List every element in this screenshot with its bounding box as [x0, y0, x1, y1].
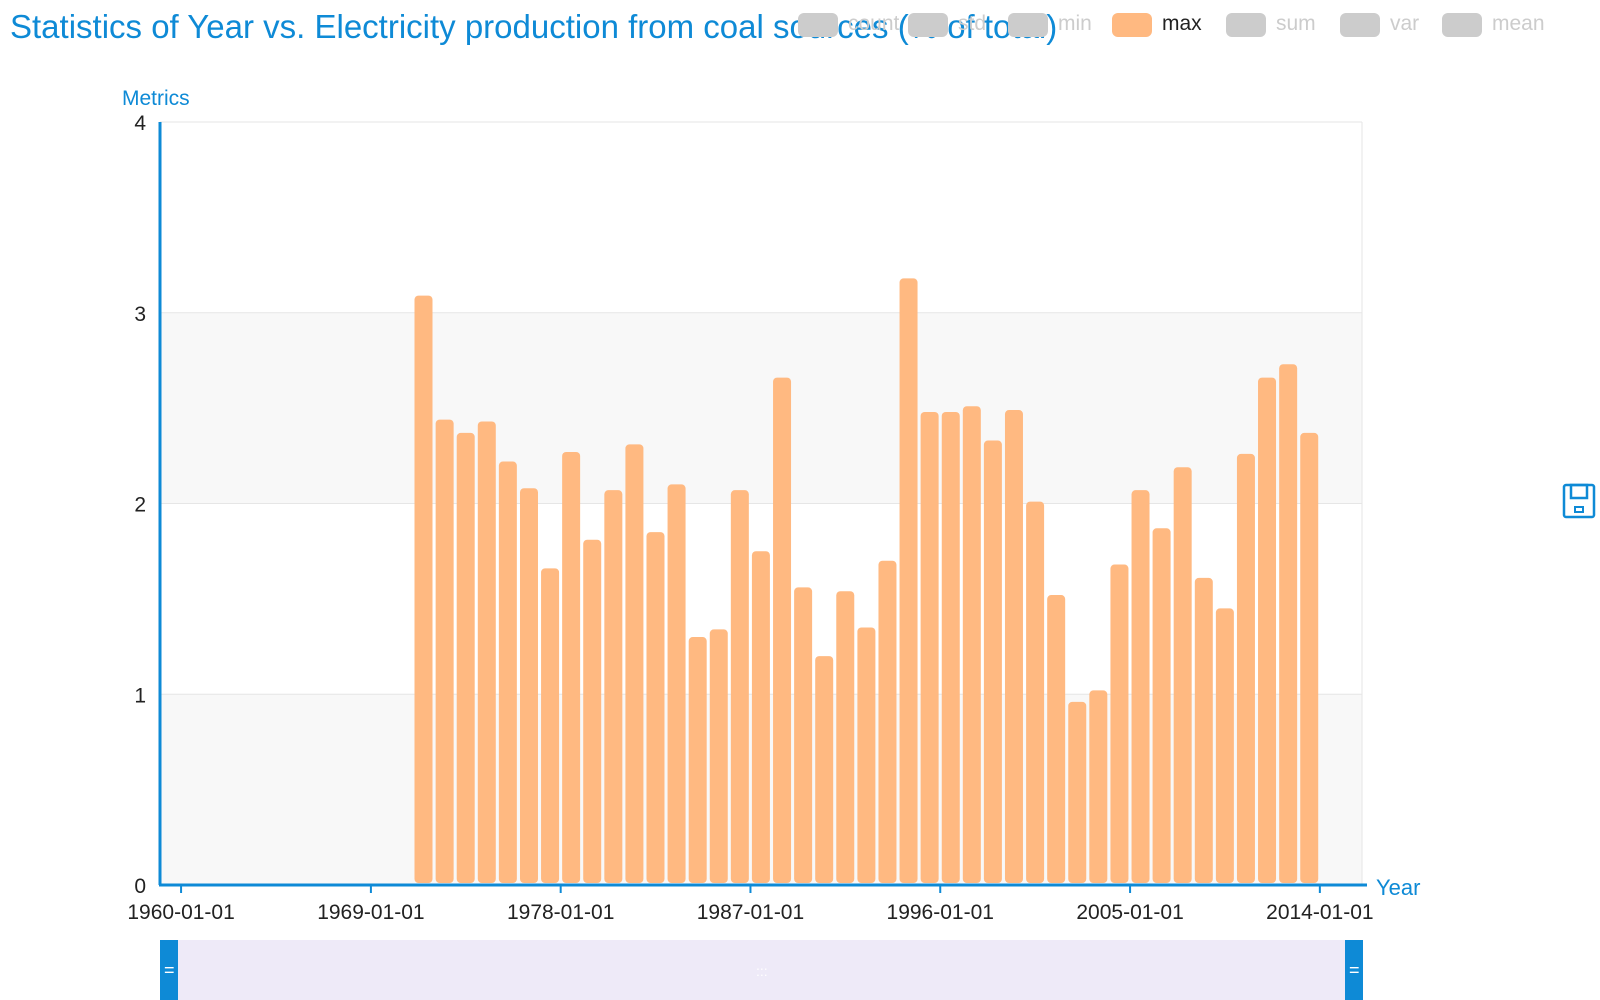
bar-2008[interactable] — [1194, 577, 1213, 883]
bar-1982[interactable] — [646, 532, 665, 883]
x-tick-label: 2014-01-01 — [1266, 901, 1373, 924]
y-tick-label: 0 — [134, 875, 146, 898]
legend-swatch — [908, 13, 948, 37]
legend-swatch — [1442, 13, 1482, 37]
y-axis-label: Metrics — [122, 87, 190, 110]
legend-swatch — [1226, 13, 1266, 37]
bar-2007[interactable] — [1173, 467, 1192, 883]
bar-1994[interactable] — [899, 278, 918, 883]
zoom-drag-grip: ::: — [756, 963, 768, 979]
bar-1971[interactable] — [414, 295, 433, 883]
zoom-handle-right[interactable] — [1345, 940, 1363, 1000]
bar-1991[interactable] — [836, 591, 855, 883]
y-tick-label: 3 — [134, 303, 146, 326]
bar-2004[interactable] — [1110, 564, 1129, 883]
y-tick-label: 1 — [134, 684, 146, 707]
x-tick-label: 1960-01-01 — [127, 901, 234, 924]
bar-2009[interactable] — [1215, 608, 1234, 883]
bar-1990[interactable] — [815, 656, 834, 883]
zoom-handle-left[interactable] — [160, 940, 178, 1000]
bar-1972[interactable] — [435, 419, 454, 883]
bar-1974[interactable] — [477, 421, 496, 883]
x-tick-label: 1996-01-01 — [887, 901, 994, 924]
legend-swatch — [1112, 13, 1152, 37]
legend-label: max — [1162, 12, 1202, 35]
legend-swatch — [798, 13, 838, 37]
zoom-handle-left-grip: = — [164, 960, 175, 980]
bar-2000[interactable] — [1026, 501, 1045, 883]
bar-1995[interactable] — [920, 411, 939, 883]
zoom-slider-track[interactable] — [160, 940, 1363, 1000]
legend-label: std — [958, 12, 987, 35]
bar-2002[interactable] — [1068, 701, 1087, 883]
bar-2013[interactable] — [1300, 432, 1319, 883]
bar-1996[interactable] — [941, 411, 960, 883]
bar-1977[interactable] — [541, 568, 560, 883]
legend-label: min — [1058, 12, 1092, 35]
zoom-handle-right-grip: = — [1349, 960, 1360, 980]
bar-1978[interactable] — [562, 451, 581, 883]
legend-swatch — [1008, 13, 1048, 37]
grid-band — [160, 312, 1362, 504]
bar-1984[interactable] — [688, 637, 707, 883]
x-tick-label: 2005-01-01 — [1076, 901, 1183, 924]
save-icon-shutter — [1569, 483, 1589, 500]
bar-1980[interactable] — [604, 490, 623, 883]
bar-1993[interactable] — [878, 560, 897, 883]
legend-swatch — [1340, 13, 1380, 37]
bar-1983[interactable] — [667, 484, 686, 883]
legend-label: sum — [1276, 12, 1316, 35]
bar-2011[interactable] — [1258, 377, 1277, 883]
y-tick-label: 4 — [134, 112, 146, 135]
bar-2012[interactable] — [1279, 364, 1298, 883]
save-icon[interactable] — [1562, 483, 1596, 519]
x-axis-label: Year — [1376, 875, 1420, 900]
bar-2006[interactable] — [1152, 528, 1171, 883]
save-icon-label — [1574, 506, 1584, 513]
bar-1989[interactable] — [794, 587, 813, 883]
bar-1987[interactable] — [751, 551, 770, 883]
legend-label: count — [848, 12, 900, 35]
bar-1999[interactable] — [1004, 410, 1023, 883]
y-axis-ticks: 0 1 2 3 4 — [134, 112, 146, 898]
bar-1986[interactable] — [730, 490, 749, 883]
legend-label: var — [1390, 12, 1420, 35]
legend-label: mean — [1492, 12, 1545, 35]
y-tick-label: 2 — [134, 494, 146, 517]
chart-title: Statistics of Year vs. Electricity produ… — [10, 8, 1058, 45]
x-tick-label: 1978-01-01 — [507, 901, 614, 924]
x-tick-label: 1987-01-01 — [697, 901, 804, 924]
x-axis-ticks: 1960-01-01 1969-01-01 1978-01-01 1987-01-01… — [127, 885, 1374, 924]
bar-1979[interactable] — [583, 539, 602, 883]
bar-1985[interactable] — [709, 629, 728, 883]
bar-2005[interactable] — [1131, 490, 1150, 883]
bar-1975[interactable] — [498, 461, 517, 883]
bar-1992[interactable] — [857, 627, 876, 883]
bar-2001[interactable] — [1047, 595, 1066, 883]
grid-band — [160, 122, 1362, 313]
bar-2003[interactable] — [1089, 690, 1108, 883]
bar-1997[interactable] — [962, 406, 981, 883]
bar-1981[interactable] — [625, 444, 644, 883]
x-tick-label: 1969-01-01 — [317, 901, 424, 924]
bar-2010[interactable] — [1236, 453, 1255, 883]
bar-series-max — [414, 278, 1319, 883]
bar-1998[interactable] — [983, 440, 1002, 883]
bar-1988[interactable] — [773, 377, 792, 883]
bar-1976[interactable] — [519, 488, 538, 883]
bar-1973[interactable] — [456, 432, 475, 883]
